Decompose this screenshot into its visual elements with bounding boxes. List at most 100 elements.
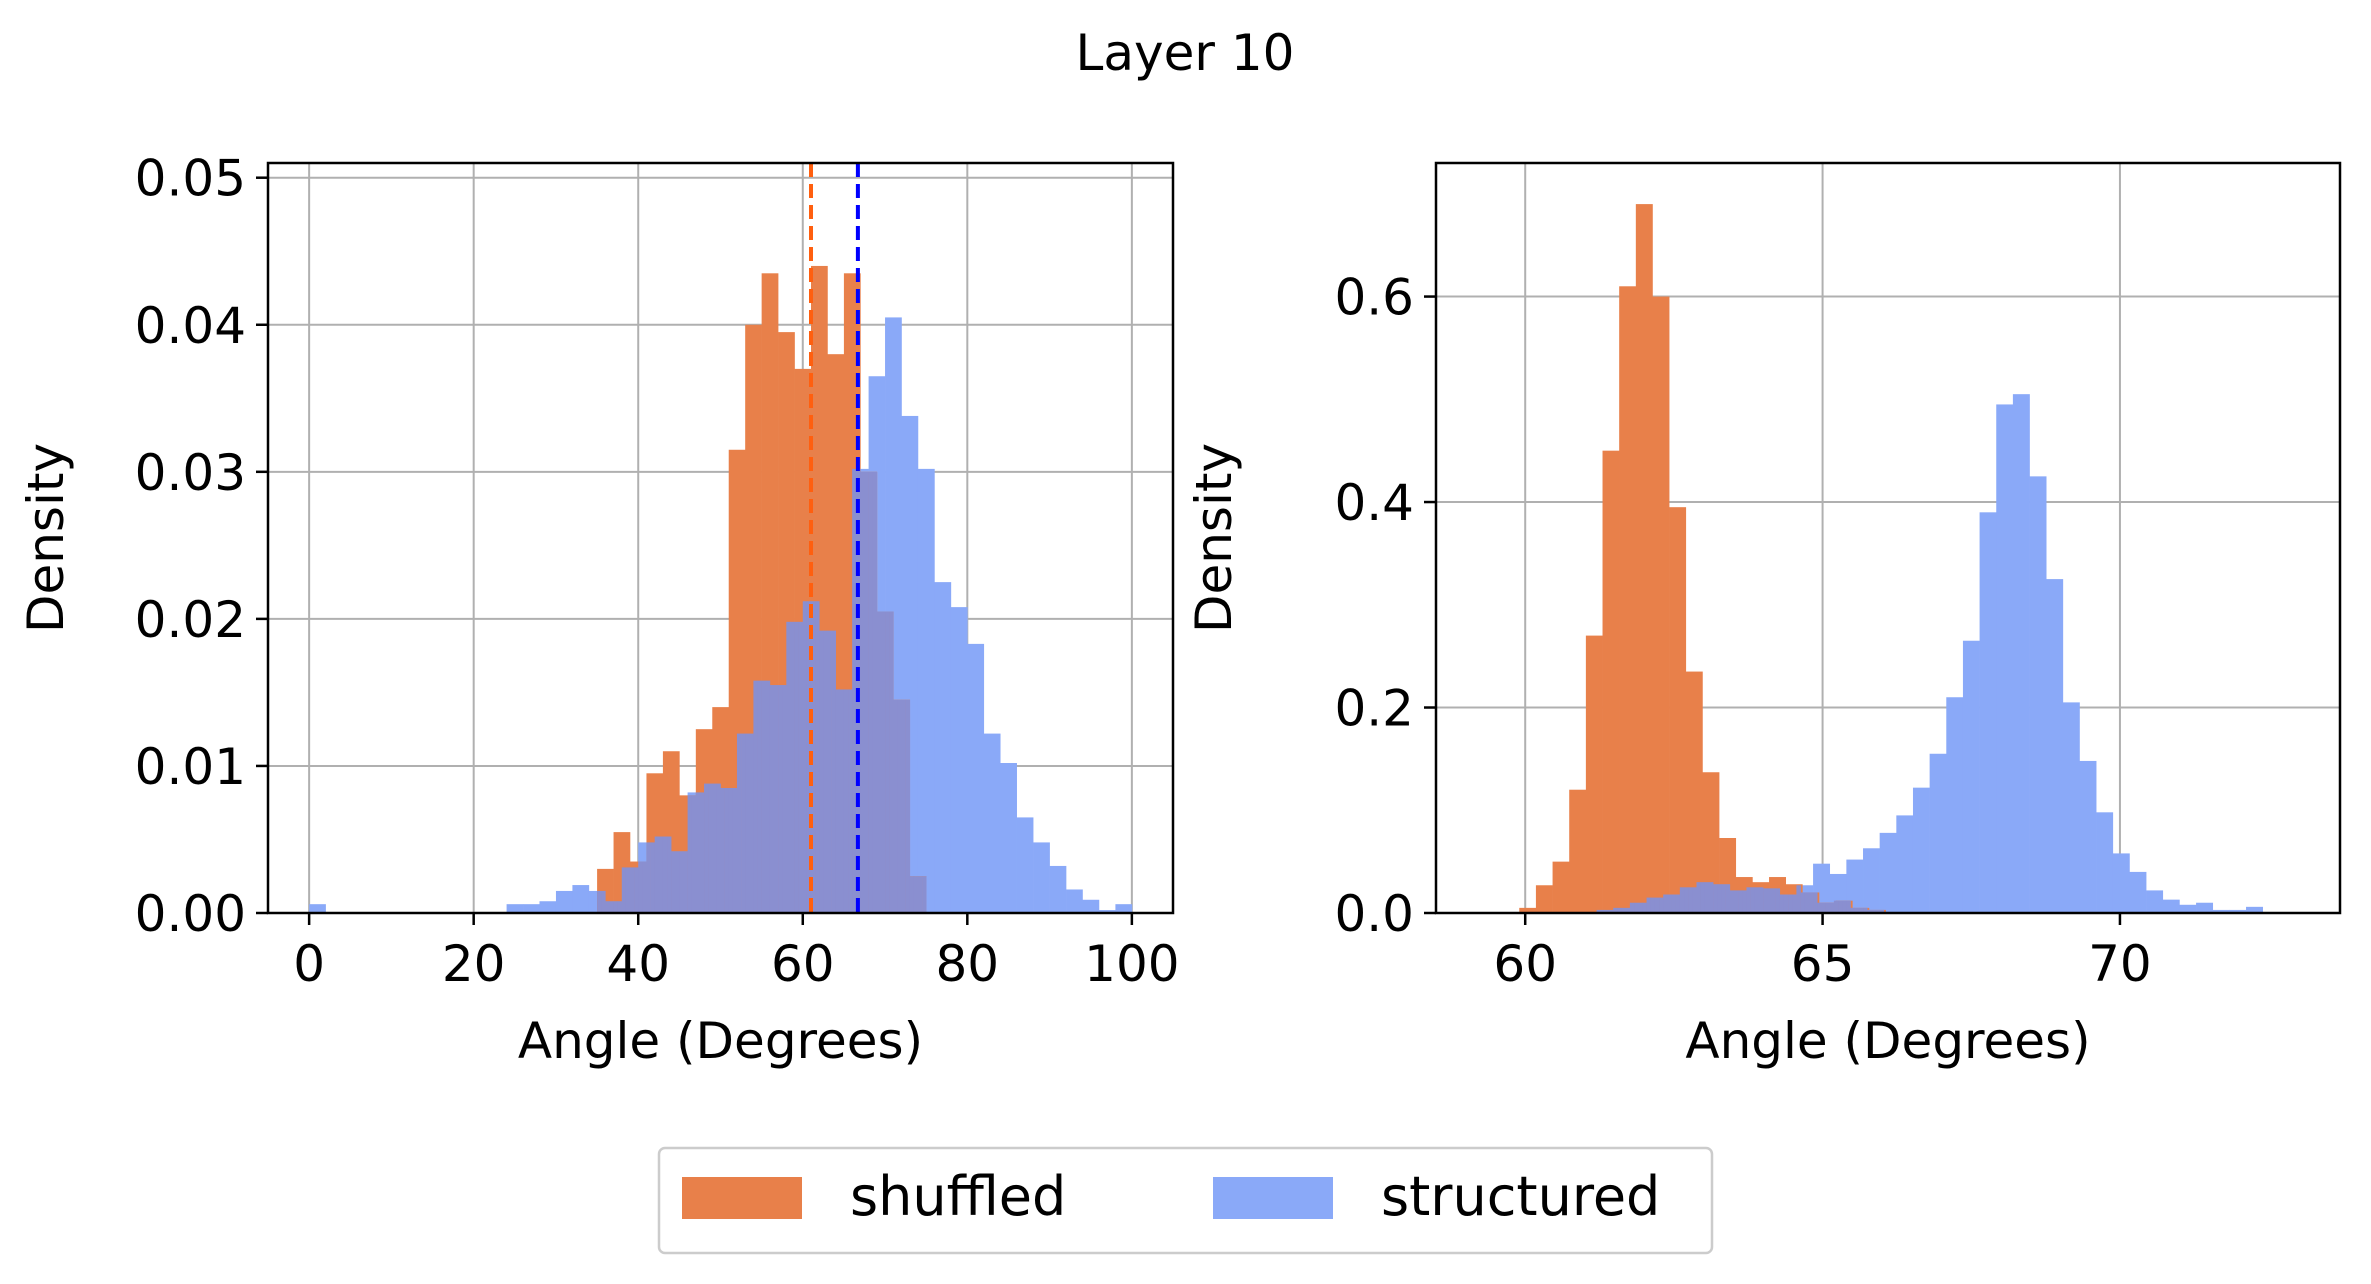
p1-overlap-bar-46 bbox=[1788, 894, 1793, 913]
p0-structured-bar-43 bbox=[1016, 817, 1034, 913]
p1-structured-bar-33 bbox=[2146, 890, 2164, 913]
p0-overlap-bar-65 bbox=[864, 471, 869, 913]
p1-overlap-bar-67 bbox=[1875, 909, 1880, 913]
p0-y-tick-label-0: 0.00 bbox=[135, 885, 246, 943]
p0-overlap-bar-45 bbox=[782, 685, 787, 913]
p1-overlap-bar-53 bbox=[1817, 902, 1822, 913]
p1-overlap-bar-21 bbox=[1684, 887, 1689, 913]
p1-overlap-bar-52 bbox=[1813, 892, 1818, 913]
p0-overlap-bar-28 bbox=[712, 783, 717, 913]
p0-y-tick-label-1: 0.01 bbox=[135, 738, 246, 796]
p1-overlap-bar-27 bbox=[1708, 882, 1714, 913]
p1-overlap-bar-20 bbox=[1679, 887, 1685, 913]
p0-overlap-bar-59 bbox=[839, 689, 845, 913]
p0-overlap-bar-71 bbox=[889, 611, 894, 913]
p1-structured-bar-32 bbox=[2129, 871, 2147, 913]
p1-overlap-bar-61 bbox=[1850, 907, 1855, 913]
legend-label-shuffled: shuffled bbox=[850, 1165, 1066, 1228]
p0-overlap-bar-17 bbox=[667, 836, 672, 913]
p1-shuffled-bar-6 bbox=[1619, 286, 1637, 913]
p1-shuffled-bar-4 bbox=[1585, 635, 1603, 913]
p1-y-tick-label-2: 0.4 bbox=[1334, 474, 1414, 532]
p0-overlap-bar-9 bbox=[634, 867, 639, 913]
p1-axes-frame bbox=[1434, 161, 2342, 915]
p1-overlap-bar-63 bbox=[1858, 907, 1864, 913]
p1-overlap-bar-11 bbox=[1642, 902, 1647, 913]
p0-overlap-bar-25 bbox=[699, 792, 705, 913]
p0-overlap-bar-43 bbox=[773, 685, 779, 913]
p0-overlap-bar-41 bbox=[765, 680, 771, 913]
p1-structured-bar-29 bbox=[2079, 760, 2097, 913]
p0-overlap-bar-23 bbox=[691, 795, 697, 913]
p0-overlap-bar-49 bbox=[798, 621, 804, 913]
p1-x-axis-label: Angle (Degrees) bbox=[1685, 1012, 2090, 1070]
p0-overlap-bar-73 bbox=[897, 699, 902, 913]
p0-x-tick-label-1: 20 bbox=[442, 935, 506, 993]
p1-overlap-bar-33 bbox=[1733, 890, 1739, 913]
p1-shuffled-bar-9 bbox=[1669, 507, 1687, 913]
p0-overlap-bar-52 bbox=[811, 601, 816, 913]
p1-overlap-bar-60 bbox=[1846, 900, 1851, 913]
p1-structured-bar-27 bbox=[2046, 579, 2064, 913]
p0-overlap-bar-44 bbox=[778, 685, 783, 913]
p1-overlap-bar-64 bbox=[1863, 907, 1868, 913]
p0-overlap-bar-50 bbox=[802, 601, 808, 913]
p0-overlap-bar-16 bbox=[662, 836, 668, 913]
p1-shuffled-bar-0 bbox=[1519, 907, 1537, 913]
p1-structured-bar-15 bbox=[1846, 859, 1864, 913]
p1-structured-bar-26 bbox=[2029, 476, 2047, 913]
legend: shuffled structured bbox=[657, 1146, 1714, 1255]
p0-overlap-bar-62 bbox=[852, 468, 857, 913]
p0-overlap-bar-47 bbox=[790, 621, 795, 913]
p1-overlap-bar-49 bbox=[1800, 892, 1806, 913]
p1-structured-bar-25 bbox=[2012, 394, 2030, 913]
p1-overlap-bar-44 bbox=[1779, 894, 1785, 913]
p1-shuffled-bar-11 bbox=[1702, 772, 1720, 913]
p1-overlap-bar-8 bbox=[1629, 902, 1635, 913]
p1-structured-bar-38 bbox=[2229, 909, 2247, 913]
p0-structured-bar-44 bbox=[1033, 842, 1050, 913]
p1-overlap-bar-68 bbox=[1879, 909, 1885, 913]
p0-structured-bar-46 bbox=[1066, 889, 1083, 913]
p1-overlap-bar-54 bbox=[1821, 902, 1826, 913]
p1-overlap-bar-14 bbox=[1654, 897, 1660, 913]
p1-structured-bar-39 bbox=[2246, 906, 2263, 913]
p0-overlap-bar-37 bbox=[749, 733, 754, 913]
p0-structured-bar-38 bbox=[934, 582, 952, 913]
p0-overlap-bar-5 bbox=[617, 901, 623, 913]
p0-overlap-bar-61 bbox=[848, 689, 853, 913]
p0-overlap-bar-40 bbox=[761, 680, 767, 913]
p0-structured-bar-16 bbox=[572, 885, 590, 913]
p1-overlap-bar-39 bbox=[1758, 887, 1764, 913]
p1-shuffled-bar-3 bbox=[1569, 789, 1587, 913]
p1-overlap-bar-36 bbox=[1746, 887, 1751, 913]
p1-overlap-bar-16 bbox=[1663, 894, 1668, 913]
p1-structured-bar-16 bbox=[1863, 848, 1880, 913]
p0-overlap-bar-14 bbox=[654, 836, 660, 913]
p1-structured-bar-23 bbox=[1979, 512, 1997, 913]
p1-overlap-bar-23 bbox=[1692, 887, 1697, 913]
figure-title: Layer 10 bbox=[1076, 24, 1295, 82]
p0-y-tick-label-2: 0.02 bbox=[135, 591, 246, 649]
p0-overlap-bar-19 bbox=[675, 851, 680, 913]
p0-overlap-bar-36 bbox=[745, 733, 750, 913]
p1-shuffled-bar-7 bbox=[1635, 204, 1653, 913]
p1-structured-bar-17 bbox=[1879, 832, 1897, 913]
p0-overlap-bar-21 bbox=[683, 851, 688, 913]
p0-x-tick-label-2: 40 bbox=[606, 935, 670, 993]
p0-y-tick-label-3: 0.03 bbox=[135, 444, 246, 502]
p0-overlap-bar-76 bbox=[909, 876, 915, 913]
p1-overlap-bar-31 bbox=[1725, 884, 1731, 913]
p1-shuffled-bar-8 bbox=[1652, 296, 1670, 913]
p0-overlap-bar-34 bbox=[736, 733, 742, 913]
p0-x-tick-label-0: 0 bbox=[293, 935, 325, 993]
p1-overlap-bar-51 bbox=[1808, 892, 1814, 913]
p0-y-tick-label-4: 0.04 bbox=[135, 297, 246, 355]
p0-overlap-bar-75 bbox=[905, 699, 911, 913]
p1-overlap-bar-19 bbox=[1675, 894, 1681, 913]
p0-overlap-bar-20 bbox=[679, 851, 684, 913]
p1-structured-bar-36 bbox=[2196, 902, 2214, 913]
p1-overlap-bar-59 bbox=[1842, 900, 1847, 913]
p1-overlap-bar-6 bbox=[1621, 907, 1627, 913]
